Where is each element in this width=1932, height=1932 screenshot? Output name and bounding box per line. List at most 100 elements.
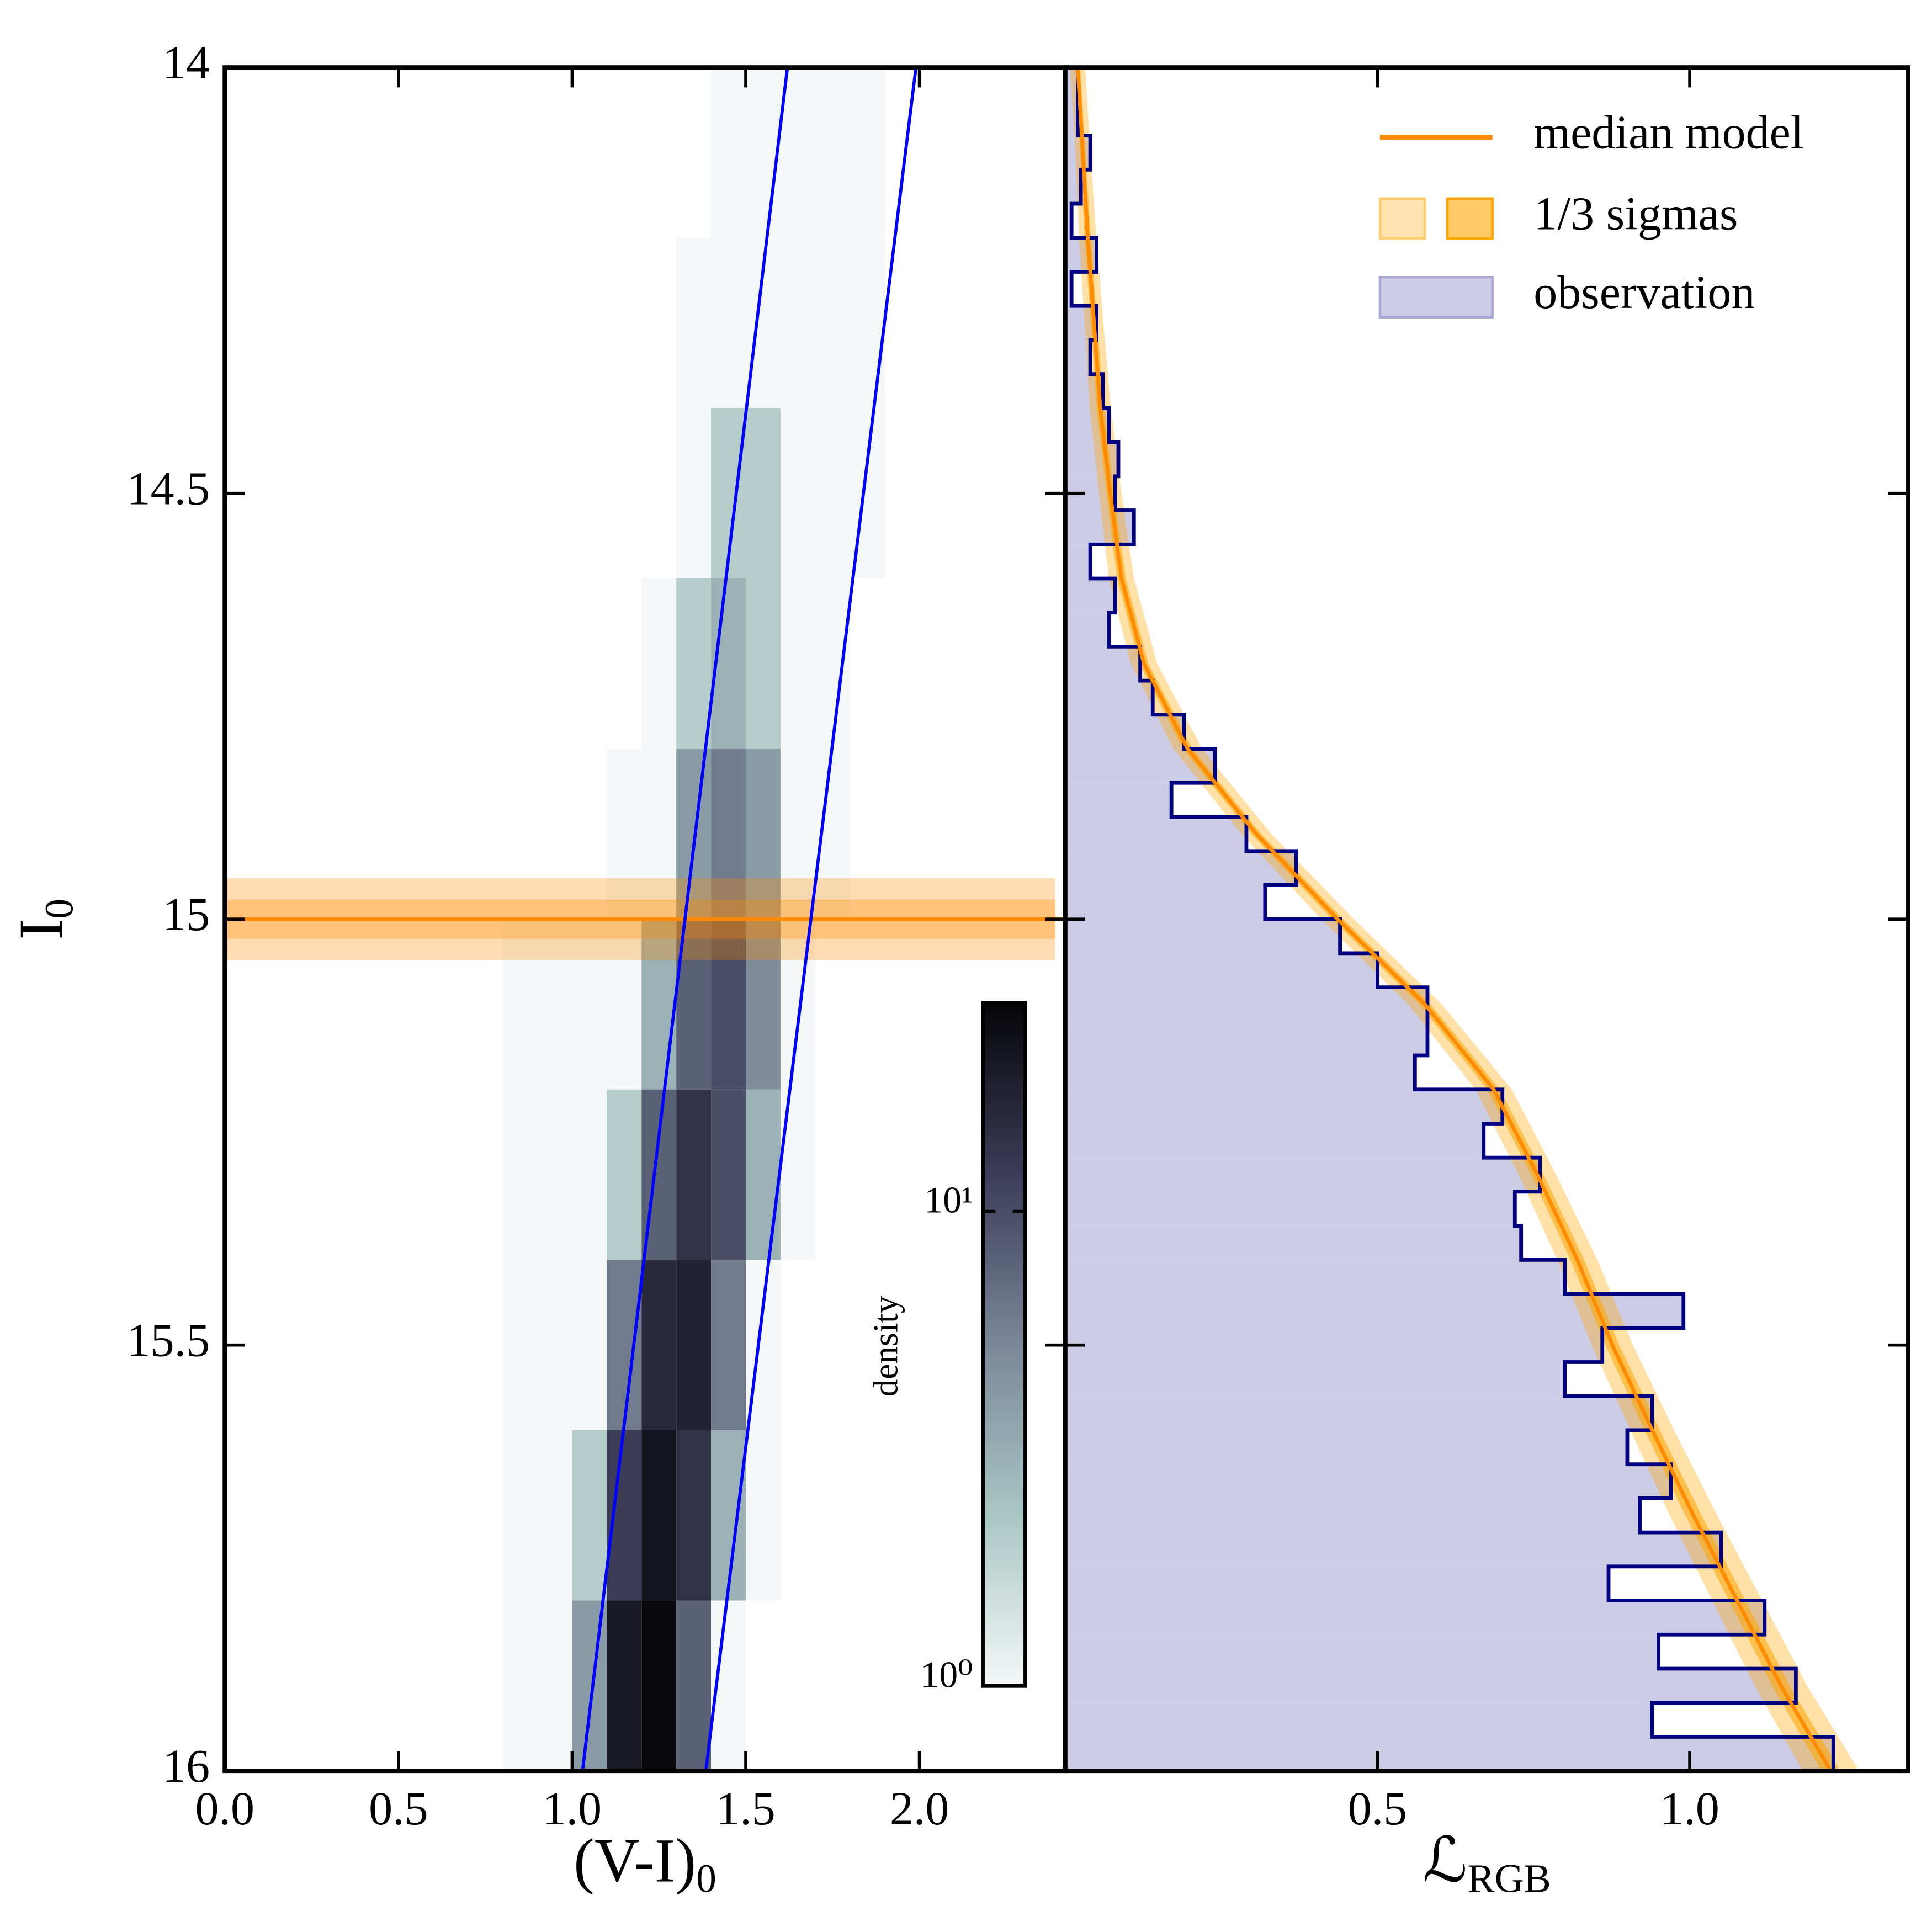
density-cell (885, 1090, 920, 1260)
density-cell (641, 578, 677, 749)
observation-bin (1065, 1634, 1659, 1669)
x-tick-label: 0.5 (1348, 1782, 1407, 1835)
observation-bin (1065, 1702, 1653, 1737)
density-cell (572, 1260, 607, 1430)
density-cell (885, 1430, 920, 1601)
observation-bin (1065, 510, 1134, 545)
observation-bin (1065, 169, 1081, 204)
observation-bin (1065, 1362, 1565, 1397)
colorbar-tick-label: 10⁰ (920, 1654, 973, 1695)
observation-bin (1065, 101, 1078, 136)
density-cell (781, 1260, 815, 1430)
observation-bin (1065, 1191, 1515, 1226)
legend-swatch (1446, 197, 1494, 240)
axis-label-sub: RGB (1468, 1856, 1551, 1901)
observation-bin (1065, 1260, 1565, 1294)
colorbar-label: density (866, 1296, 905, 1397)
y-tick-label: 15.5 (127, 1313, 210, 1366)
density-cell (746, 67, 781, 238)
density-cell (502, 1600, 538, 1771)
observation-bin (1065, 987, 1427, 1022)
x-tick-label: 1.0 (543, 1782, 602, 1835)
x-tick-label: 1.0 (1660, 1782, 1719, 1835)
axis-label-main: ℒ (1423, 1826, 1467, 1895)
axis-label-main: I (7, 919, 76, 940)
observation-bin (1065, 783, 1172, 818)
density-cell (815, 1090, 850, 1260)
density-cell (815, 1430, 850, 1601)
observation-bin (1065, 919, 1340, 953)
density-cell (711, 67, 746, 238)
density-cell (885, 408, 920, 578)
observation-bin (1065, 1021, 1427, 1056)
density-cell (607, 67, 641, 238)
observation-bin (1065, 1055, 1415, 1090)
density-cell (711, 237, 746, 408)
density-cell (850, 578, 885, 749)
density-cell (538, 408, 572, 578)
density-cell (676, 237, 712, 408)
observation-bin (1065, 544, 1091, 578)
density-cell (746, 1601, 781, 1771)
observation-bin (1065, 1498, 1640, 1533)
density-cell (537, 919, 572, 1090)
density-cell (572, 408, 607, 578)
observation-bin (1065, 646, 1140, 681)
legend-label: median model (1533, 106, 1803, 159)
density-cell (711, 1089, 746, 1260)
density-cell (503, 238, 538, 408)
axis-label-sub: 0 (696, 1856, 716, 1901)
x-tick-label: 0.5 (369, 1782, 428, 1835)
density-cell (850, 1430, 885, 1601)
observation-bin (1065, 204, 1072, 238)
density-cell (815, 1260, 850, 1430)
legend-label: observation (1533, 266, 1755, 319)
observation-bin (1065, 953, 1378, 988)
axis-label: ℒRGB (1423, 1826, 1551, 1901)
density-cell (607, 408, 641, 578)
density-cell (780, 237, 815, 408)
density-cell (746, 919, 781, 1090)
density-cell (885, 238, 920, 408)
density-cell (815, 578, 850, 749)
density-cell (572, 1089, 607, 1260)
density-cell (676, 1430, 712, 1601)
density-cell (572, 238, 607, 408)
density-cell (641, 919, 677, 1090)
density-cell (537, 1089, 572, 1260)
density-cell (850, 1090, 885, 1260)
density-cell (572, 1600, 607, 1771)
observation-bin (1065, 1158, 1540, 1192)
density-cell (815, 237, 850, 408)
density-cell (572, 1430, 607, 1601)
density-cell (676, 1600, 712, 1771)
observation-bin (1065, 1566, 1609, 1601)
density-cell (537, 1430, 572, 1601)
observation-bin (1065, 885, 1265, 920)
density-cell (641, 238, 676, 408)
density-cell (641, 1600, 677, 1771)
observation-bin (1065, 1532, 1721, 1567)
density-cell (780, 67, 815, 238)
density-cell (538, 67, 572, 238)
density-cell (780, 749, 815, 920)
density-cell (607, 749, 642, 920)
density-cell (850, 237, 885, 408)
density-cell (537, 1260, 572, 1430)
selection-boundary (581, 67, 789, 1771)
density-cell (676, 578, 712, 749)
density-cell (572, 919, 607, 1090)
density-cell (815, 1601, 850, 1771)
density-cell (537, 1600, 572, 1771)
legend-swatch (1378, 197, 1426, 240)
observation-bin (1065, 612, 1110, 647)
density-cell (607, 1089, 642, 1260)
observation-bin (1065, 1123, 1484, 1158)
y-tick-label: 14.5 (127, 461, 210, 514)
density-cell (607, 1260, 642, 1430)
density-cell (502, 1089, 538, 1260)
density-cell (503, 578, 538, 749)
y-tick-label: 14 (162, 36, 210, 89)
density-cell (711, 749, 746, 920)
